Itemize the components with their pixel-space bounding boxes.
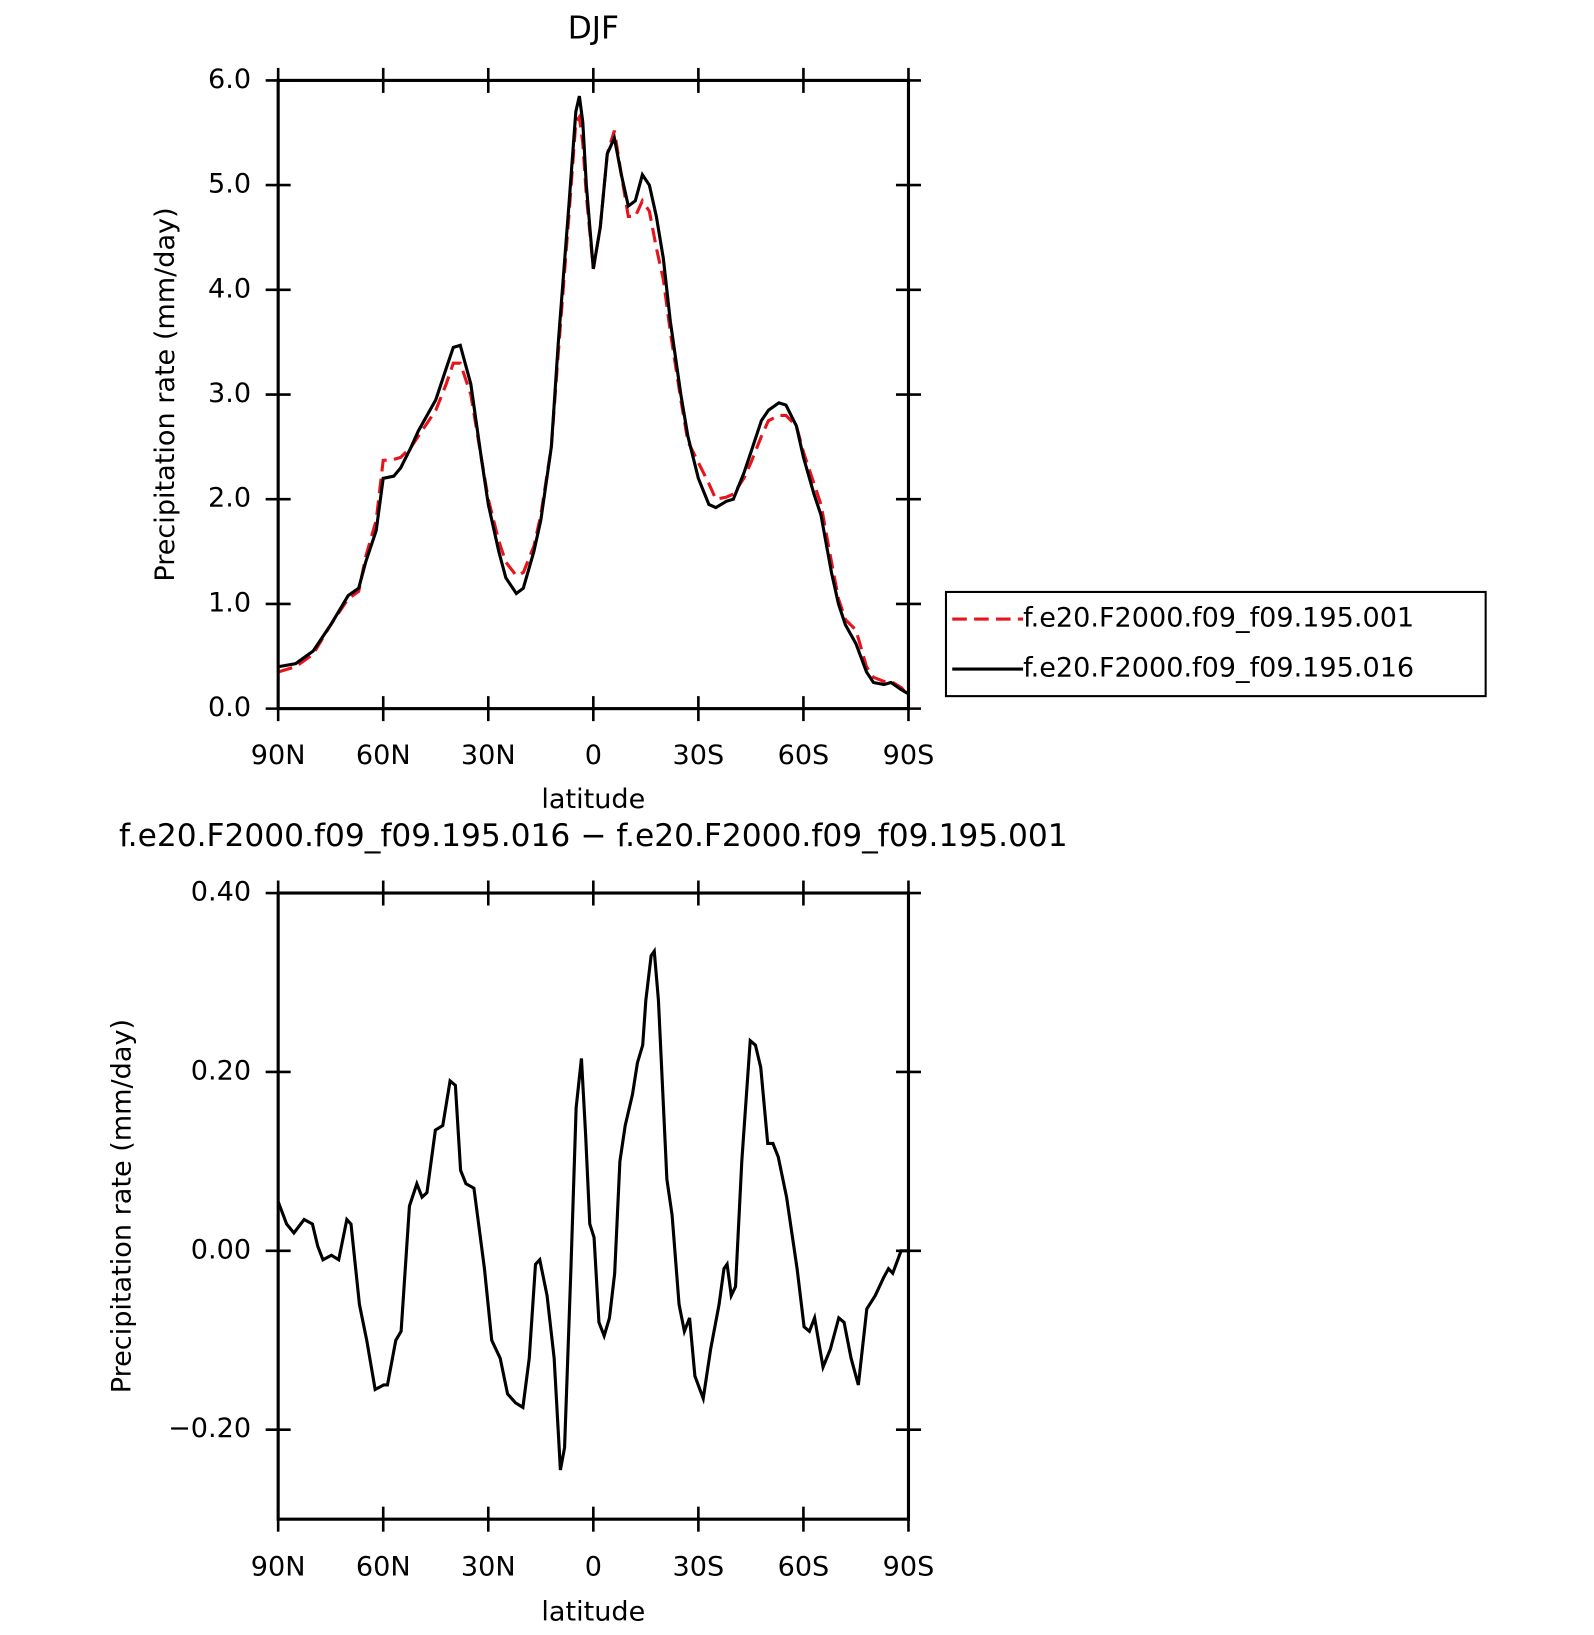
y-tick-label: 0.0 (208, 692, 251, 723)
x-tick-label: 30S (673, 1552, 725, 1583)
y-axis-label: Precipitation rate (mm/day) (150, 207, 181, 581)
y-tick-label: 4.0 (208, 273, 251, 304)
chart-title: DJF (568, 10, 619, 46)
legend-label: f.e20.F2000.f09_f09.195.001 (1023, 603, 1414, 634)
x-tick-label: 90S (883, 1552, 935, 1583)
x-tick-label: 30N (461, 740, 516, 771)
series-line (277, 112, 910, 698)
x-axis-label: latitude (541, 784, 645, 815)
legend-label: f.e20.F2000.f09_f09.195.016 (1023, 653, 1414, 684)
x-tick-label: 60S (778, 1552, 830, 1583)
y-tick-label: 0.00 (191, 1234, 251, 1265)
x-tick-label: 30S (673, 740, 725, 771)
y-tick-label: 2.0 (208, 483, 251, 514)
x-tick-label: 90N (251, 740, 306, 771)
x-tick-label: 60N (356, 1552, 411, 1583)
chart-title: f.e20.F2000.f09_f09.195.016 − f.e20.F200… (119, 818, 1068, 854)
y-tick-label: 1.0 (208, 587, 251, 618)
plot-frame (276, 78, 911, 711)
y-tick-label: 0.20 (191, 1055, 251, 1086)
y-tick-label: 3.0 (208, 378, 251, 409)
x-tick-label: 90N (251, 1552, 306, 1583)
y-tick-label: −0.20 (168, 1413, 251, 1444)
y-tick-label: 5.0 (208, 169, 251, 200)
y-tick-label: 0.40 (191, 877, 251, 908)
x-tick-label: 0 (585, 740, 602, 771)
series-line (276, 946, 909, 1471)
y-axis-label: Precipitation rate (mm/day) (106, 1019, 137, 1393)
x-axis-label: latitude (541, 1596, 645, 1627)
x-tick-label: 60N (356, 740, 411, 771)
y-tick-label: 6.0 (208, 64, 251, 95)
x-tick-label: 60S (778, 740, 830, 771)
plot-frame (276, 891, 911, 1521)
legend-box (944, 590, 1487, 698)
x-tick-label: 30N (461, 1552, 516, 1583)
x-tick-label: 0 (585, 1552, 602, 1583)
series-line (277, 95, 910, 696)
x-tick-label: 90S (883, 740, 935, 771)
